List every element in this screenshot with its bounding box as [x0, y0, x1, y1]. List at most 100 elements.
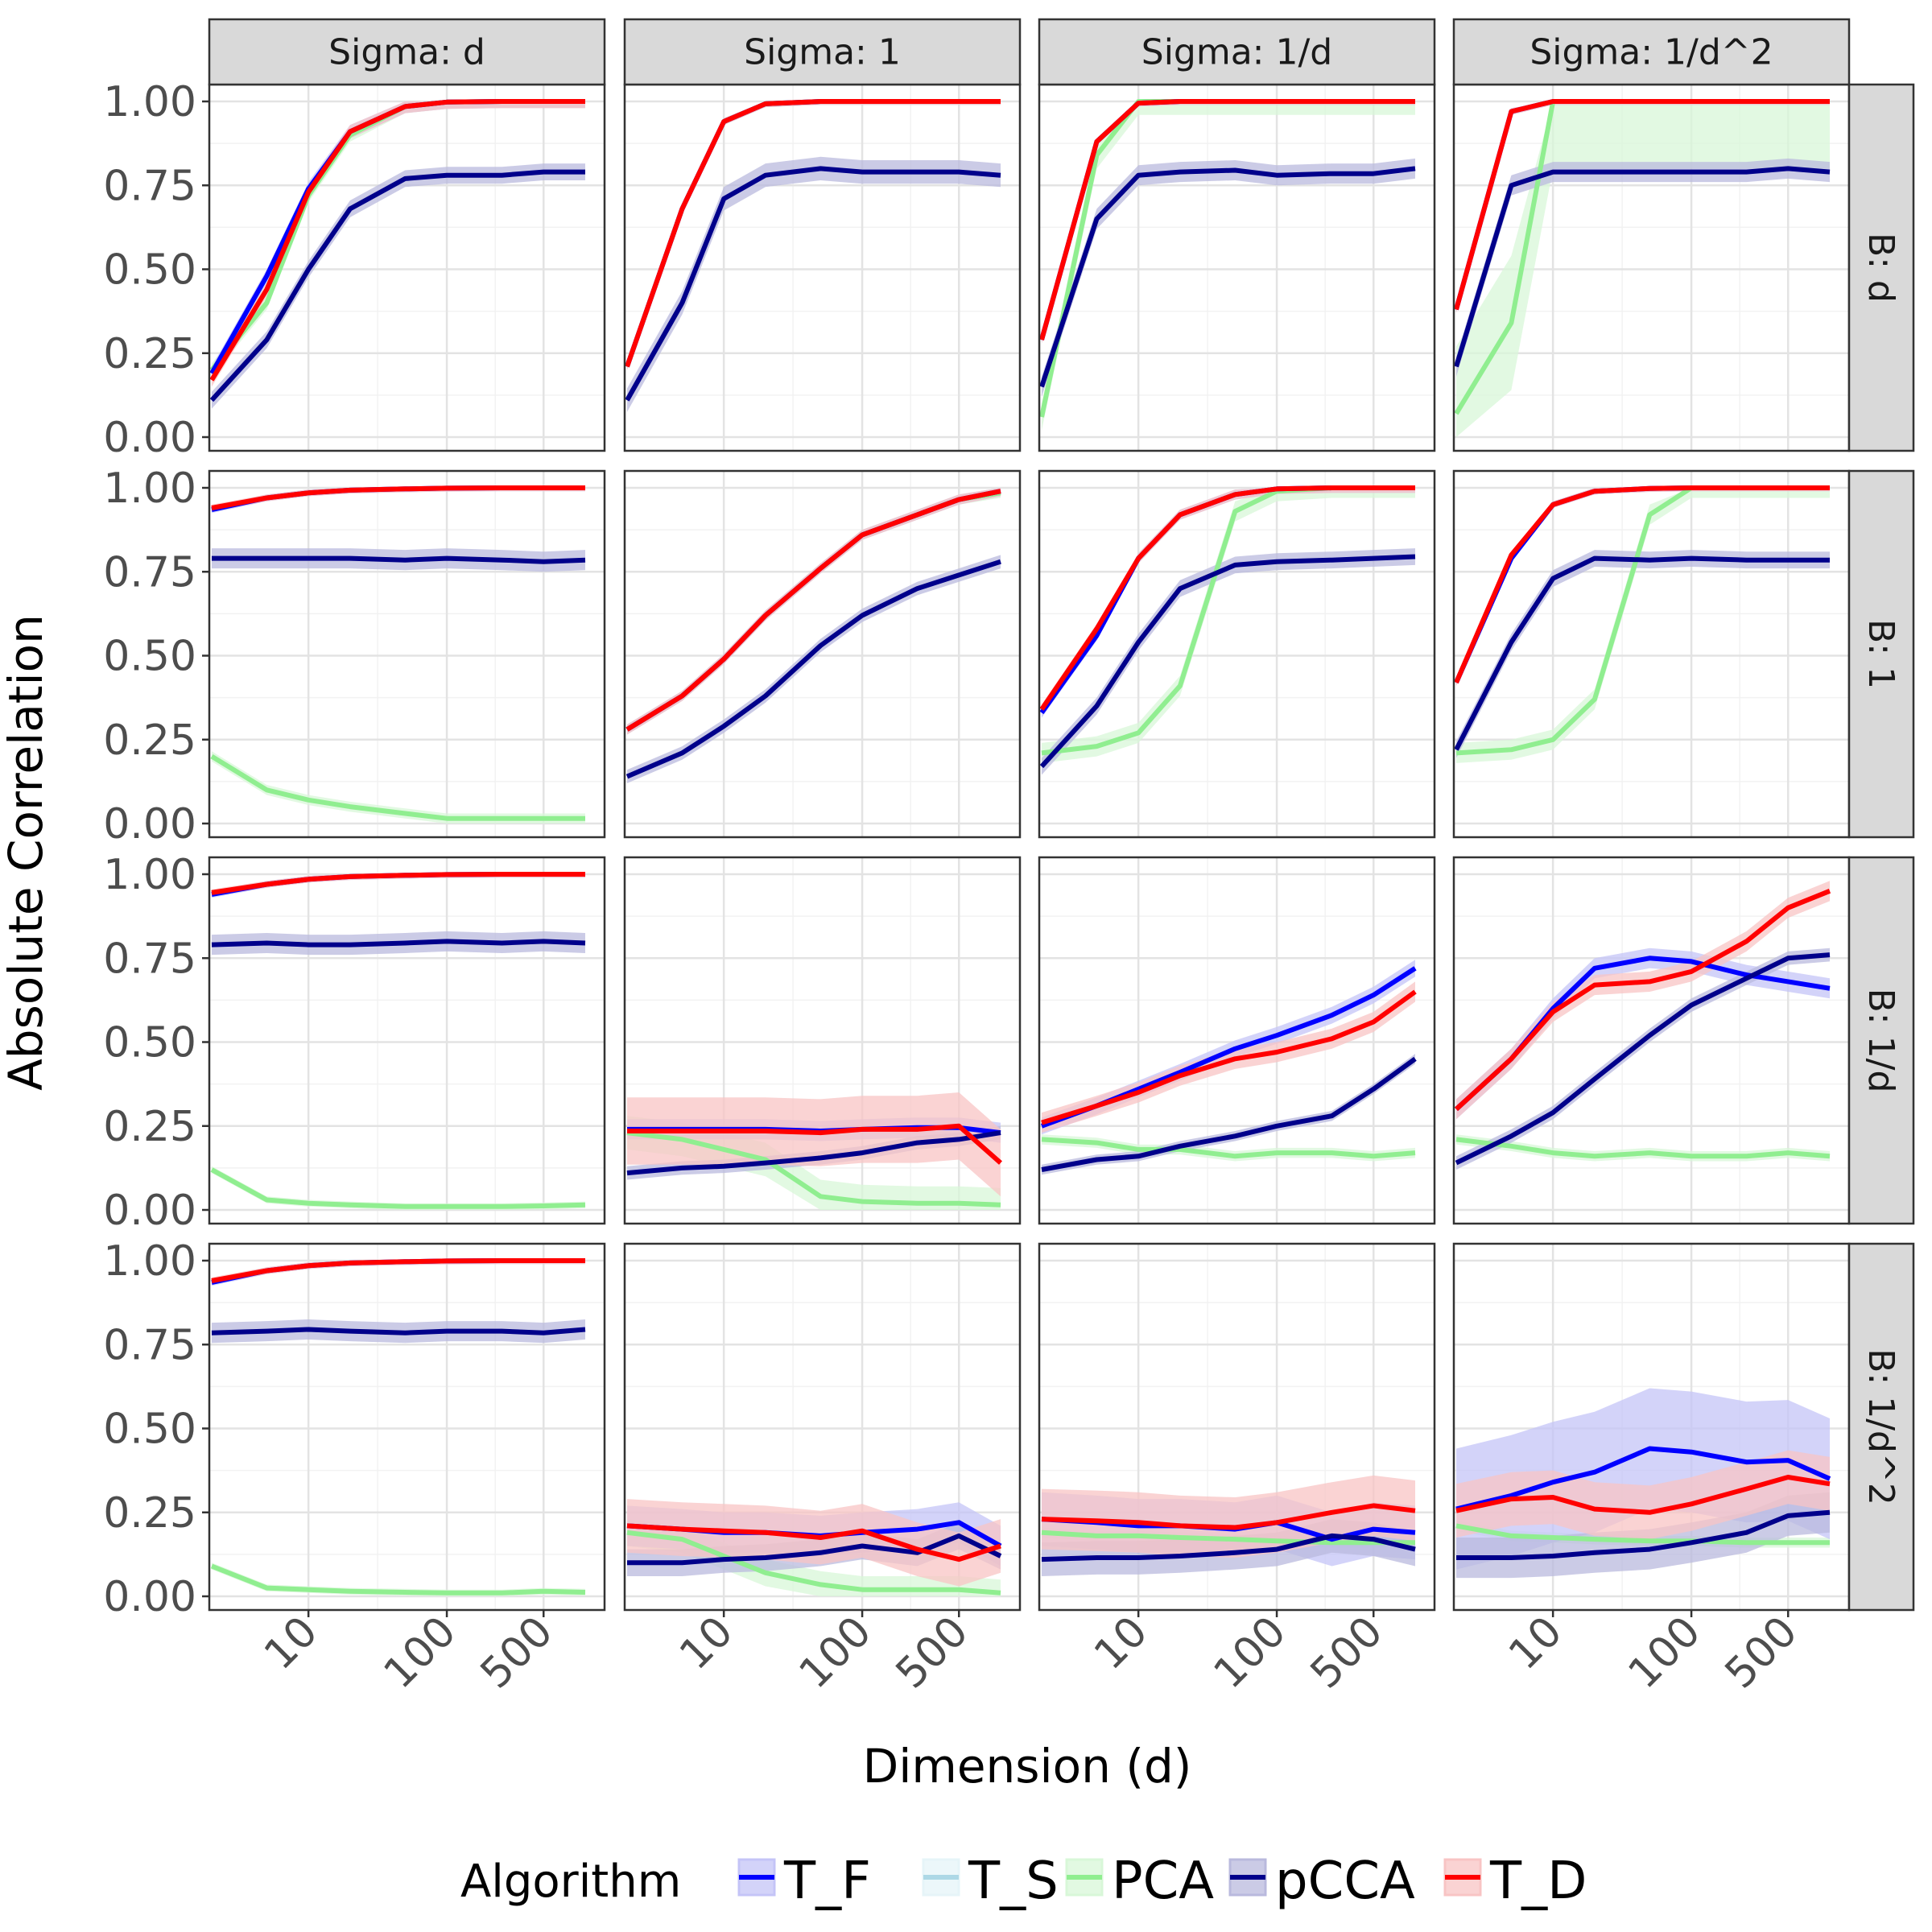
line-pcca [1455, 952, 1831, 1166]
line-pca [1041, 1530, 1415, 1546]
row-strip: B: d [1847, 83, 1915, 452]
line-pcca [1039, 166, 1416, 388]
x-tick-label: 100 [375, 1608, 466, 1699]
row-strip: B: 1/d^2 [1847, 1242, 1915, 1612]
y-tick-label: 0.50 [103, 1019, 196, 1067]
line-t_d [1041, 1503, 1416, 1530]
line-t_d [211, 485, 585, 510]
y-tick-label: 0.75 [103, 1321, 196, 1369]
row-strip-label: B: 1/d^2 [1860, 1348, 1901, 1505]
y-tick-label: 1.00 [103, 464, 196, 513]
line-t_d [1039, 485, 1415, 711]
y-tick-label: 1.00 [103, 78, 196, 126]
line-pca [626, 1130, 1001, 1208]
strip-background [1847, 469, 1915, 839]
line-pcca [211, 939, 586, 947]
panel-data [1454, 485, 1830, 763]
legend: Algorithm T_F T_S PCA pCCA T_D [460, 1852, 1587, 1911]
y-tick-label: 0.50 [103, 246, 196, 295]
column-strip-label: Sigma: 1/d [1141, 32, 1332, 73]
line-pca [626, 1530, 1001, 1596]
line-pcca [1039, 554, 1416, 769]
line-pca [210, 754, 585, 821]
panel-border [623, 469, 1022, 839]
line-t_d [1455, 1475, 1831, 1515]
strips-layer: Sigma: d Sigma: 1 Sigma: 1/d Sigma: 1/d^2 B:… [208, 18, 1915, 1612]
line-pca [1455, 1523, 1830, 1546]
line-t_d [625, 489, 1001, 732]
panel-border [208, 856, 606, 1225]
panel-r3-c2 [1038, 1242, 1436, 1612]
line-pcca [627, 1533, 1002, 1566]
line-pcca [211, 1327, 586, 1335]
y-tick-label: 0.25 [103, 1489, 196, 1538]
x-tick-label: 10 [255, 1608, 327, 1679]
y-tick-label: 0.00 [103, 1573, 196, 1621]
line-t_d [626, 1523, 1001, 1563]
line-t_d [1454, 99, 1830, 311]
panel-r1-c0 [208, 469, 606, 839]
panel-r0-c3 [1452, 83, 1851, 452]
line-pca [210, 1167, 586, 1209]
y-tick-label: 0.75 [103, 162, 196, 210]
panel-r2-c2 [1038, 856, 1436, 1225]
band-pcca [1042, 158, 1415, 397]
band-pcca [627, 156, 1001, 412]
panel-data [626, 1499, 1002, 1596]
x-tick-label: 500 [1302, 1608, 1393, 1699]
legend-item-pca: PCA [1065, 1852, 1214, 1911]
panel-background [209, 857, 605, 1224]
row-strip-label: B: 1 [1860, 619, 1901, 689]
x-tick-label: 100 [1205, 1608, 1296, 1699]
column-strip: Sigma: 1 [623, 18, 1022, 86]
row-strip-label: B: d [1860, 233, 1901, 303]
panel-data [625, 488, 1001, 783]
panel-data [210, 1258, 586, 1596]
strip-background [1452, 18, 1851, 86]
line-t_d [1454, 485, 1830, 684]
line-t_d [209, 99, 585, 382]
column-strip-label: Sigma: 1/d^2 [1530, 32, 1773, 73]
band-pca [627, 1519, 1001, 1596]
column-strip-label: Sigma: 1 [744, 32, 901, 73]
strip-background [1847, 1242, 1915, 1612]
panel-data [1041, 1475, 1416, 1576]
panels-layer [208, 83, 1851, 1612]
line-pcca [625, 166, 1001, 402]
legend-item-t_d: T_D [1443, 1852, 1587, 1911]
line-t_d [1039, 99, 1415, 341]
row-strip: B: 1 [1847, 469, 1915, 839]
line-pcca [625, 559, 1001, 779]
y-tick-label: 1.00 [103, 1237, 196, 1286]
y-tick-label: 1.00 [103, 851, 196, 899]
legend-label: PCA [1112, 1852, 1214, 1911]
panel-r3-c1 [623, 1242, 1022, 1612]
line-t_d [627, 1123, 1002, 1165]
y-tick-label: 0.25 [103, 1103, 196, 1151]
y-tick-label: 0.50 [103, 633, 196, 681]
x-tick-label: 10 [1500, 1608, 1571, 1679]
y-tick-label: 0.00 [103, 800, 196, 848]
panel-data [1040, 960, 1417, 1175]
row-strip: B: 1/d [1847, 856, 1915, 1225]
y-tick-label: 0.25 [103, 330, 196, 378]
panel-border [1038, 469, 1436, 839]
column-strip-label: Sigma: d [328, 32, 485, 73]
band-t_d [1456, 881, 1830, 1120]
panel-border [208, 1242, 606, 1612]
line-pcca [1041, 1056, 1417, 1172]
line-pca [1455, 1137, 1831, 1159]
panel-data [1039, 99, 1416, 431]
panel-r1-c1 [623, 469, 1022, 839]
line-t_f [1455, 1446, 1831, 1512]
legend-label: T_S [968, 1852, 1059, 1911]
line-pcca [212, 555, 586, 564]
panel-data [1454, 99, 1831, 437]
panel-r3-c0 [208, 1242, 606, 1612]
x-tick-label: 10 [671, 1608, 742, 1679]
band-t_d [627, 1092, 1001, 1197]
legend-item-pcca: pCCA [1228, 1852, 1415, 1911]
panel-data [626, 1092, 1002, 1210]
panel-r2-c3 [1452, 856, 1851, 1225]
